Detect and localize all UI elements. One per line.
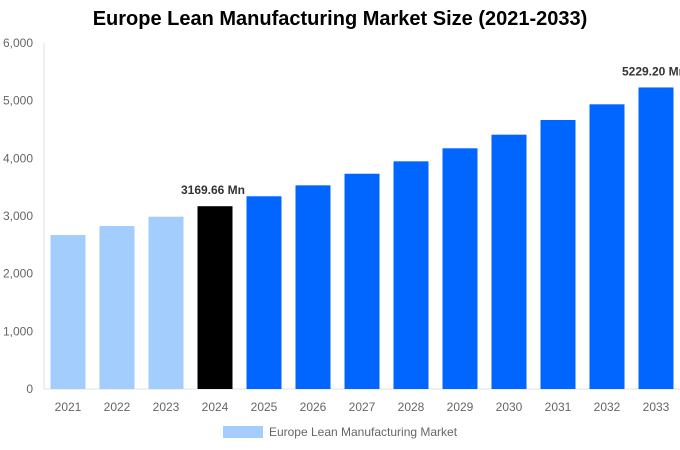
chart-title: Europe Lean Manufacturing Market Size (2… bbox=[92, 8, 588, 30]
x-tick-label: 2031 bbox=[545, 400, 572, 414]
x-tick-label: 2027 bbox=[349, 400, 376, 414]
x-tick-label: 2024 bbox=[202, 400, 229, 414]
y-tick-label: 5,000 bbox=[3, 94, 33, 108]
bar-2033 bbox=[638, 87, 674, 389]
bar-2029 bbox=[442, 148, 478, 389]
bar-2022 bbox=[99, 226, 135, 389]
y-tick-label: 6,000 bbox=[3, 36, 33, 50]
x-tick-label: 2023 bbox=[153, 400, 180, 414]
x-tick-label: 2030 bbox=[496, 400, 523, 414]
x-tick-label: 2022 bbox=[104, 400, 131, 414]
x-tick-label: 2021 bbox=[55, 400, 82, 414]
bar-2026 bbox=[295, 185, 331, 389]
y-tick-label: 4,000 bbox=[3, 151, 33, 165]
x-tick-label: 2026 bbox=[300, 400, 327, 414]
legend-swatch bbox=[222, 426, 263, 438]
legend-label: Europe Lean Manufacturing Market bbox=[268, 425, 458, 439]
bar-2025 bbox=[246, 196, 282, 389]
bar-2027 bbox=[344, 173, 380, 389]
x-tick-label: 2033 bbox=[643, 400, 670, 414]
y-tick-label: 3,000 bbox=[3, 209, 33, 223]
x-tick-label: 2028 bbox=[398, 400, 425, 414]
bar-2023 bbox=[148, 216, 184, 389]
x-tick-label: 2032 bbox=[594, 400, 621, 414]
bar-2031 bbox=[540, 119, 576, 390]
x-tick-label: 2029 bbox=[447, 400, 474, 414]
data-label: 3169.66 Mn bbox=[181, 183, 245, 197]
bar-2032 bbox=[589, 104, 625, 389]
bar-2021 bbox=[50, 235, 86, 389]
bar-2030 bbox=[491, 134, 527, 389]
y-tick-label: 1,000 bbox=[3, 324, 33, 338]
y-tick-label: 2,000 bbox=[3, 267, 33, 281]
bar-2024 bbox=[197, 206, 233, 389]
bar-2028 bbox=[393, 161, 429, 389]
legend[interactable]: Europe Lean Manufacturing Market bbox=[0, 425, 680, 439]
data-label: 5229.20 Mn bbox=[622, 64, 680, 78]
x-tick-label: 2025 bbox=[251, 400, 278, 414]
y-tick-label: 0 bbox=[26, 382, 33, 396]
